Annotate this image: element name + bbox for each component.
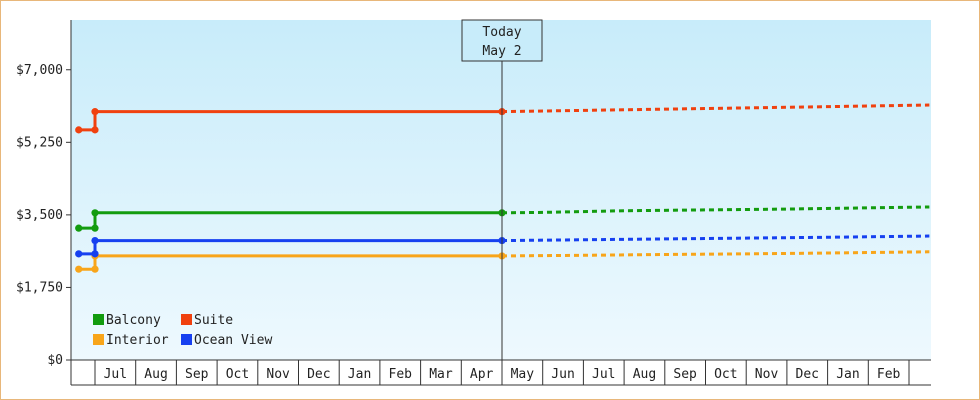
y-tick-label: $1,750 (16, 280, 63, 295)
today-box (461, 19, 543, 62)
x-month-label: Jan (348, 367, 371, 382)
ocean-view-point (91, 236, 99, 245)
x-month-label: Oct (226, 367, 249, 382)
today-marker: Today May 2 (461, 19, 543, 385)
x-month-label: Feb (389, 367, 413, 382)
y-tick-label: $3,500 (16, 208, 63, 223)
x-month-label: May (511, 367, 535, 382)
legend-label: Balcony (106, 313, 161, 328)
x-axis: Jul Aug Sep Oct Nov Dec Jan Feb Mar Apr May Jun Jul A… (70, 359, 931, 386)
y-tick-label: $5,250 (16, 135, 63, 150)
x-month-label: Aug (633, 367, 656, 382)
balcony-forecast-line (501, 205, 930, 215)
ocean-view-actual-line (78, 239, 502, 256)
x-month-label: Mar (429, 367, 453, 382)
legend-swatch (93, 314, 104, 325)
today-label: Today (482, 25, 521, 40)
y-tick-label: $0 (47, 353, 63, 368)
suite-point (91, 126, 99, 134)
x-month-label: Jul (592, 367, 615, 382)
x-month-label: Jan (836, 367, 859, 382)
x-month-label: Feb (877, 367, 901, 382)
today-date: May 2 (482, 44, 521, 59)
plot-area (71, 20, 931, 360)
series-suite (75, 103, 930, 134)
x-month-label: Jul (104, 367, 127, 382)
x-month-label: Sep (185, 367, 209, 382)
x-month-label: Nov (755, 367, 779, 382)
ocean-view-point (75, 250, 83, 258)
legend-label: Ocean View (194, 333, 272, 348)
x-month-label: Oct (714, 367, 737, 382)
x-month-label: Apr (470, 367, 494, 382)
legend-swatch (181, 314, 192, 325)
suite-actual-line (78, 110, 502, 132)
interior-point (75, 265, 83, 273)
legend-swatch (181, 334, 192, 345)
suite-point (75, 126, 83, 134)
y-tick-label: $7,000 (16, 63, 63, 78)
legend-swatch (93, 334, 104, 345)
x-month-label: Jun (551, 367, 574, 382)
interior-forecast-line (501, 250, 930, 258)
x-month-label: Dec (796, 367, 819, 382)
balcony-point (75, 224, 83, 232)
balcony-point (91, 209, 99, 217)
interior-point (91, 265, 99, 273)
suite-forecast-line (501, 103, 930, 114)
interior-actual-line (78, 254, 502, 271)
x-month-label: Sep (673, 367, 697, 382)
series-ocean-view (75, 234, 930, 258)
suite-point (91, 108, 99, 116)
balcony-actual-line (78, 211, 502, 230)
legend-label: Suite (194, 313, 233, 328)
balcony-point (91, 224, 99, 232)
x-month-label: Aug (144, 367, 167, 382)
ocean-view-point (91, 250, 99, 258)
legend-label: Interior (106, 333, 169, 348)
y-axis: $0 $1,750 $3,500 $5,250 $7,000 (16, 20, 72, 368)
series-layer (75, 103, 930, 273)
ocean-view-forecast-line (501, 234, 930, 243)
legend: Balcony Suite Interior Ocean View (93, 313, 272, 348)
x-month-label: Nov (266, 367, 290, 382)
x-month-label: Dec (307, 367, 330, 382)
